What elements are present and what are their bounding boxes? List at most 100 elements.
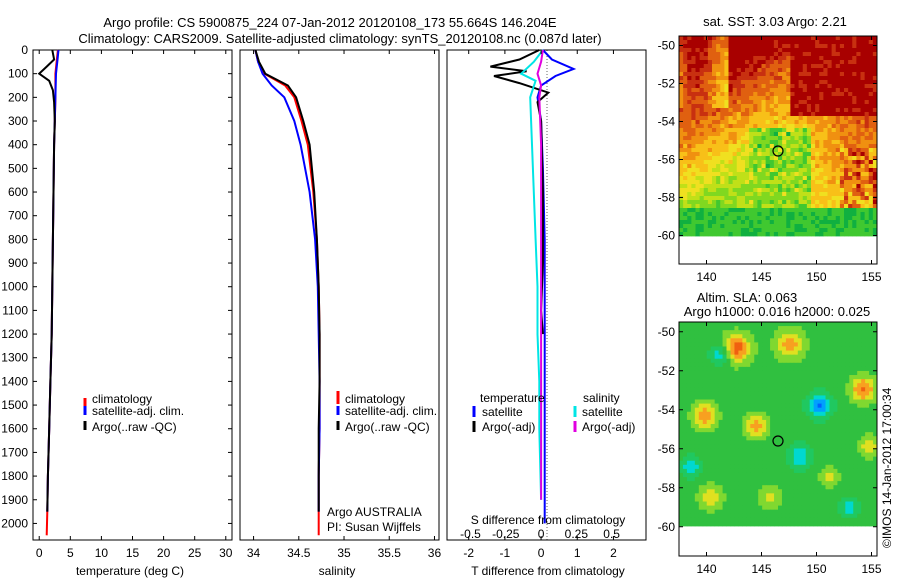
sla-lat-tick-label: -56	[658, 442, 676, 456]
depth-tick-label: 700	[8, 209, 28, 223]
salinity-legend-climatology: climatology	[345, 392, 405, 406]
difference-legend-salinity-head: salinity	[583, 391, 620, 405]
salinity-series-line	[254, 49, 321, 512]
sst-lon-tick-label: 145	[751, 270, 771, 284]
temperature-plot-frame	[32, 49, 233, 541]
difference-t-tick-label: 1	[574, 546, 581, 560]
salinity-xlabel: salinity	[319, 564, 356, 578]
temperature-legend: climatology satellite-adj. clim. Argo(..…	[83, 392, 184, 434]
depth-tick-label: 0	[21, 43, 28, 57]
sla-map: Altim. SLA: 0.063 Argo h1000: 0.016 h200…	[658, 290, 882, 576]
depth-tick-label: 400	[8, 138, 28, 152]
difference-panel: -2 -1 0 1 2 -0.5 -0.25 0 0.25 0.5 S difference f…	[446, 49, 647, 578]
difference-legend-sal-argo: Argo(-adj)	[582, 420, 635, 434]
difference-s-label: S difference from climatology	[471, 513, 626, 527]
sst-lon-tick-label: 140	[696, 270, 716, 284]
salinity-panel: 34 34.5 35 35.5 36 salinity climatology sate…	[239, 49, 442, 578]
sla-lat-tick-label: -54	[658, 403, 676, 417]
sst-lat-tick-label: -50	[658, 39, 676, 53]
depth-tick-label: 100	[8, 67, 28, 81]
difference-legend-temperature-head: temperature	[480, 391, 545, 405]
sla-map-title-2: Argo h1000: 0.016 h2000: 0.025	[684, 304, 871, 319]
salinity-legend-argo: Argo(..raw -QC)	[345, 420, 430, 434]
depth-tick-label: 1600	[1, 422, 28, 436]
difference-s-tick-label: -0.5	[460, 527, 481, 541]
difference-s-tick-label: 0.25	[565, 527, 589, 541]
difference-legend: temperature salinity satellite Argo(-adj…	[472, 391, 635, 434]
salinity-legend: climatology satellite-adj. clim. Argo(..…	[336, 391, 437, 434]
temperature-tick-label: 30	[219, 546, 233, 560]
temperature-tick-label: 10	[95, 546, 109, 560]
temperature-tick-label: 20	[157, 546, 171, 560]
temperature-panel: 0 5 10 15 20 25 30 010020030040050060070080090…	[1, 43, 646, 578]
sst-lat-tick-label: -52	[658, 77, 676, 91]
sst-lon-tick-label: 150	[806, 270, 826, 284]
difference-t-tick-label: 0	[538, 546, 545, 560]
difference-legend-sal-satellite: satellite	[582, 405, 623, 419]
depth-tick-label: 600	[8, 185, 28, 199]
depth-tick-label: 900	[8, 256, 28, 270]
sst-argo-location-marker	[772, 145, 784, 157]
salinity-tick-label: 36	[428, 546, 442, 560]
depth-tick-label: 1800	[1, 469, 28, 483]
sst-lat-tick-label: -56	[658, 153, 676, 167]
sla-map-title-1: Altim. SLA: 0.063	[697, 290, 797, 305]
salinity-note-program: Argo AUSTRALIA	[327, 505, 422, 519]
difference-legend-temp-satellite: satellite	[482, 405, 523, 419]
salinity-tick-label: 34	[247, 546, 261, 560]
temperature-series-line	[37, 49, 56, 512]
temperature-legend-argo: Argo(..raw -QC)	[92, 420, 177, 434]
depth-tick-label: 1400	[1, 374, 28, 388]
sst-lon-tick-label: 155	[861, 270, 881, 284]
depth-tick-label: 1100	[2, 303, 28, 317]
sla-lon-tick-label: 150	[806, 562, 826, 576]
sst-map-title: sat. SST: 3.03 Argo: 2.21	[703, 14, 847, 29]
temperature-tick-label: 25	[188, 546, 202, 560]
title-line-2: Climatology: CARS2009. Satellite-adjuste…	[78, 31, 601, 46]
salinity-legend-satellite: satellite-adj. clim.	[345, 404, 437, 418]
difference-series-line	[519, 49, 544, 500]
sst-lat-tick-label: -60	[658, 229, 676, 243]
difference-legend-temp-argo: Argo(-adj)	[482, 420, 535, 434]
temperature-xlabel: temperature (deg C)	[76, 564, 184, 578]
temperature-tick-label: 0	[36, 546, 43, 560]
depth-tick-label: 1700	[1, 445, 28, 459]
difference-t-tick-label: 2	[610, 546, 617, 560]
difference-t-tick-label: -2	[463, 546, 474, 560]
sla-lat-tick-label: -60	[658, 520, 676, 534]
depth-tick-label: 300	[8, 114, 28, 128]
sst-lat-tick-label: -54	[658, 115, 676, 129]
sla-lon-tick-label: 145	[751, 562, 771, 576]
difference-series-line	[536, 49, 544, 500]
sla-lat-tick-label: -52	[658, 364, 676, 378]
depth-tick-label: 200	[8, 90, 28, 104]
difference-series-line	[490, 49, 551, 335]
salinity-note-pi: PI: Susan Wijffels	[327, 520, 421, 534]
difference-t-tick-label: -1	[500, 546, 511, 560]
salinity-tick-label: 35	[337, 546, 351, 560]
depth-tick-label: 1300	[1, 351, 28, 365]
imos-timestamp: ©IMOS 14-Jan-2012 17:00:34	[880, 387, 894, 548]
depth-tick-label: 1000	[1, 280, 28, 294]
sla-lon-tick-label: 155	[861, 562, 881, 576]
temperature-tick-label: 15	[126, 546, 140, 560]
sla-argo-location-marker	[772, 435, 784, 447]
difference-s-tick-label: 0.5	[603, 527, 620, 541]
temperature-tick-label: 5	[67, 546, 74, 560]
depth-tick-label: 800	[8, 232, 28, 246]
temperature-legend-satellite: satellite-adj. clim.	[92, 404, 184, 418]
salinity-tick-label: 35.5	[378, 546, 402, 560]
title-line-1: Argo profile: CS 5900875_224 07-Jan-2012…	[103, 15, 557, 30]
salinity-tick-label: 34.5	[287, 546, 311, 560]
temperature-legend-climatology: climatology	[92, 392, 152, 406]
depth-tick-label: 2000	[1, 516, 28, 530]
sst-lat-tick-label: -58	[658, 191, 676, 205]
difference-s-tick-label: -0.25	[492, 527, 520, 541]
difference-xlabel: T difference from climatology	[471, 564, 625, 578]
depth-tick-label: 1200	[1, 327, 28, 341]
depth-tick-label: 1900	[1, 493, 28, 507]
sla-lon-tick-label: 140	[696, 562, 716, 576]
difference-plot-frame	[446, 49, 647, 541]
salinity-plot-frame	[239, 49, 440, 541]
